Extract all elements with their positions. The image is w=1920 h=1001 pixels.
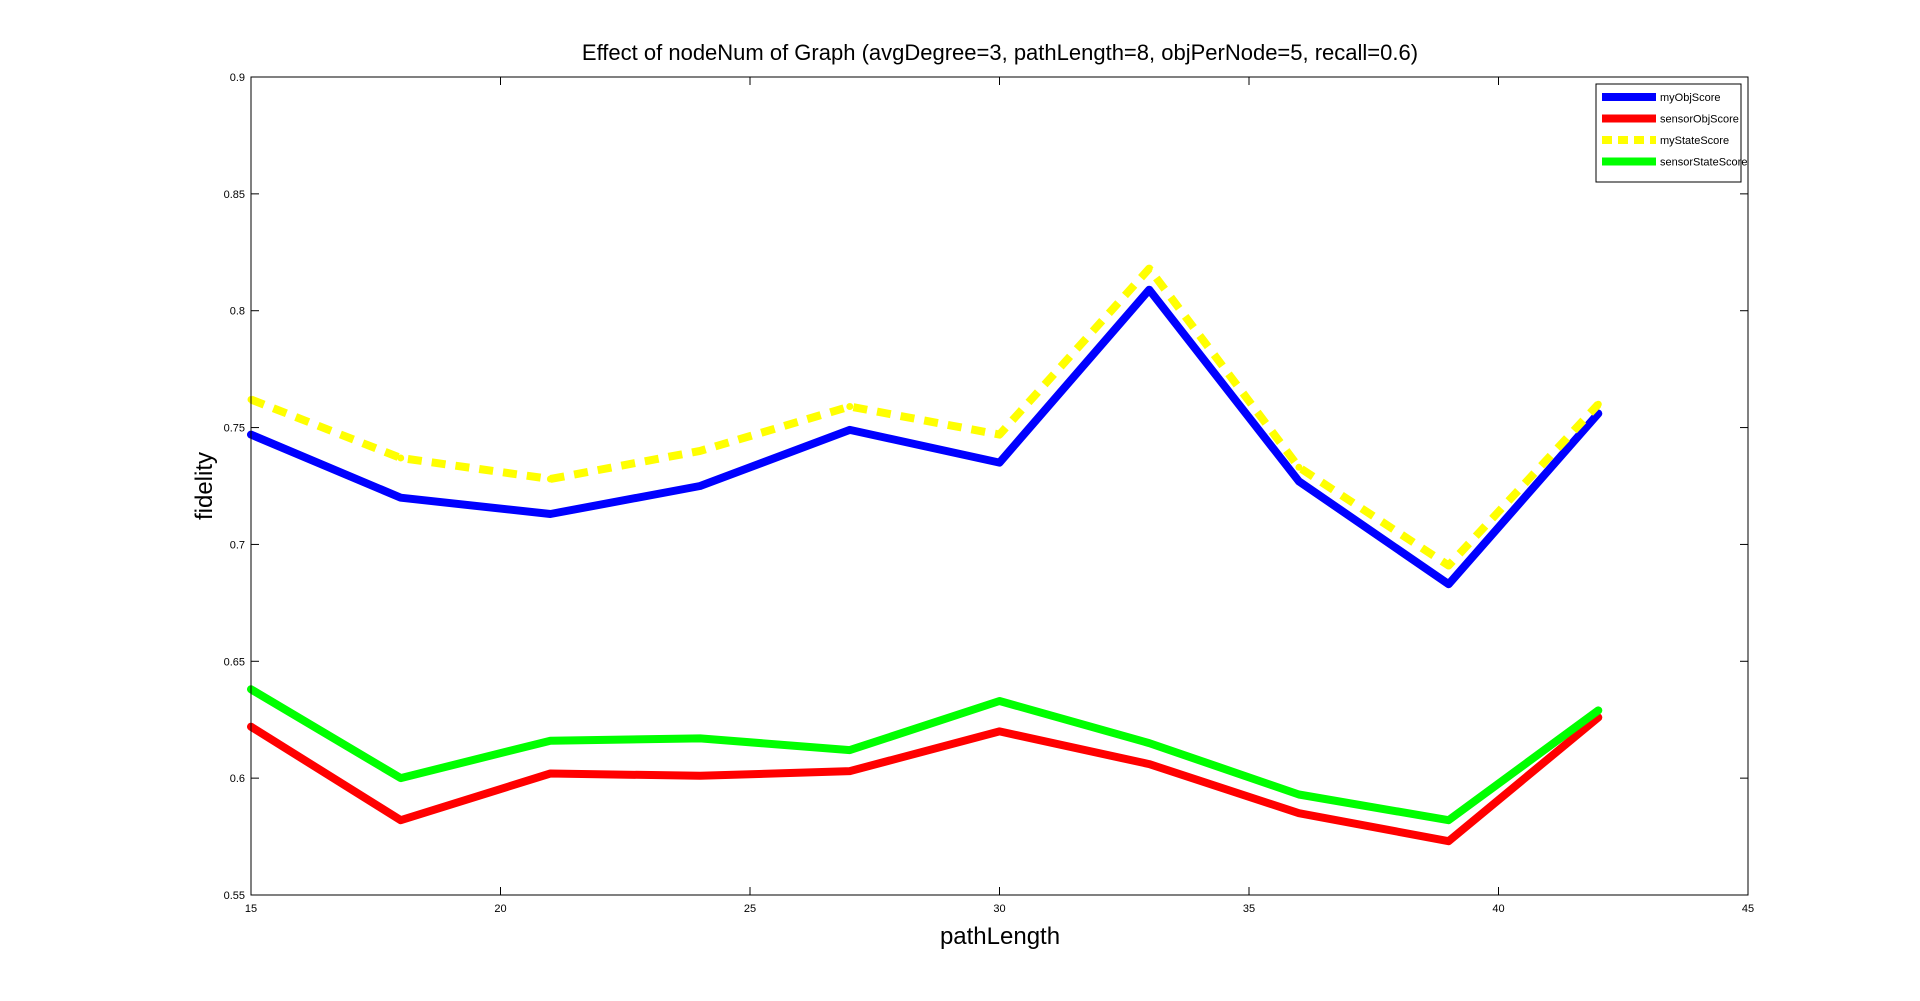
data-point-myObjScore [1445, 580, 1453, 588]
data-point-myStateScore [546, 475, 554, 483]
data-point-myObjScore [1295, 477, 1303, 485]
y-axis-title: fidelity [191, 452, 218, 520]
data-point-myObjScore [846, 426, 854, 434]
data-point-myStateScore [1594, 400, 1602, 408]
data-point-myStateScore [1145, 265, 1153, 273]
data-point-sensorStateScore [1295, 791, 1303, 799]
y-tick-label: 0.85 [224, 189, 245, 201]
data-point-sensorStateScore [996, 697, 1003, 705]
y-tick-label: 0.55 [224, 890, 245, 902]
data-point-myObjScore [397, 494, 405, 502]
y-tick-label: 0.65 [224, 656, 245, 668]
legend-label-myObjScore: myObjScore [1660, 92, 1721, 104]
series-line-myObjScore [247, 285, 1603, 589]
chart-title: Effect of nodeNum of Graph (avgDegree=3,… [582, 40, 1418, 65]
series-line-sensorStateScore [247, 685, 1603, 825]
legend-label-myStateScore: myStateScore [1660, 135, 1729, 147]
data-point-myObjScore [996, 459, 1003, 467]
plot-frame [250, 76, 1749, 896]
data-point-sensorStateScore [546, 737, 554, 745]
x-tick-label: 40 [1492, 903, 1504, 915]
x-tick-label: 15 [245, 903, 257, 915]
data-point-sensorObjScore [846, 767, 854, 775]
data-point-myStateScore [397, 454, 405, 462]
data-point-sensorStateScore [1594, 706, 1602, 714]
y-tick-label: 0.6 [230, 773, 245, 785]
x-tick-label: 25 [744, 903, 756, 915]
y-tick-label: 0.75 [224, 423, 245, 435]
data-point-myObjScore [546, 510, 554, 518]
legend-label-sensorObjScore: sensorObjScore [1660, 114, 1739, 126]
legend-label-sensorStateScore: sensorStateScore [1660, 157, 1747, 169]
x-axis-title: pathLength [940, 923, 1060, 950]
x-tick-label: 20 [494, 903, 506, 915]
data-point-sensorStateScore [1445, 816, 1453, 824]
data-point-sensorStateScore [696, 734, 704, 742]
data-point-sensorObjScore [996, 727, 1003, 735]
data-point-myObjScore [1145, 286, 1153, 294]
data-point-sensorStateScore [1145, 739, 1153, 747]
data-point-sensorStateScore [846, 746, 854, 754]
data-point-sensorObjScore [1145, 760, 1153, 768]
y-tick-label: 0.9 [230, 72, 245, 84]
legend: myObjScore sensorObjScore myStateScore sens… [1595, 83, 1747, 183]
x-tick-label: 35 [1243, 903, 1255, 915]
series-line-myStateScore [249, 264, 1602, 570]
data-point-myStateScore [1295, 463, 1303, 471]
data-point-myStateScore [996, 431, 1003, 439]
data-point-myStateScore [696, 447, 704, 455]
data-point-sensorObjScore [546, 769, 554, 777]
x-tick-label: 30 [993, 903, 1005, 915]
data-point-myObjScore [696, 482, 704, 490]
data-point-sensorObjScore [397, 816, 405, 824]
data-point-sensorObjScore [696, 772, 704, 780]
data-point-sensorObjScore [1445, 837, 1453, 845]
data-point-sensorObjScore [1295, 809, 1303, 817]
y-tick-label: 0.8 [230, 306, 245, 318]
data-point-sensorStateScore [397, 774, 405, 782]
data-point-myStateScore [846, 403, 854, 411]
data-point-myStateScore [1445, 561, 1453, 569]
x-tick-label: 45 [1742, 903, 1754, 915]
series-line-sensorObjScore [247, 713, 1603, 846]
series-lines [247, 264, 1603, 846]
y-tick-label: 0.7 [230, 539, 245, 551]
